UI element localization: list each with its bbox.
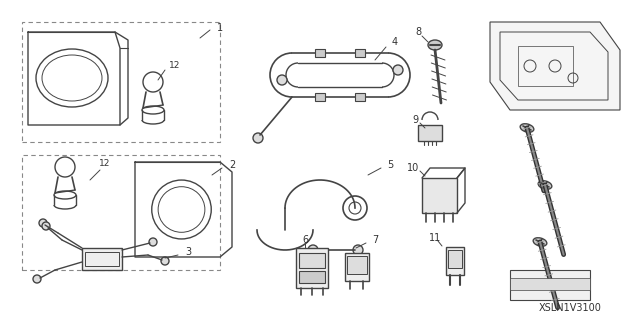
Circle shape <box>308 245 318 255</box>
Text: 10: 10 <box>407 163 419 173</box>
Bar <box>446 247 464 275</box>
Bar <box>355 49 365 57</box>
Polygon shape <box>510 270 590 300</box>
Bar <box>22 22 220 142</box>
Bar <box>418 125 442 141</box>
Ellipse shape <box>428 40 442 50</box>
Bar <box>355 93 365 101</box>
Ellipse shape <box>533 238 547 246</box>
Text: 8: 8 <box>415 27 421 37</box>
Ellipse shape <box>520 124 534 132</box>
Text: 12: 12 <box>170 61 180 70</box>
Bar <box>510 278 590 290</box>
Polygon shape <box>490 22 620 110</box>
Circle shape <box>39 219 47 227</box>
Bar <box>296 248 328 288</box>
Text: 9: 9 <box>412 115 418 125</box>
Circle shape <box>393 65 403 75</box>
Circle shape <box>149 238 157 246</box>
Bar <box>85 252 119 266</box>
Bar <box>82 248 122 270</box>
Text: 4: 4 <box>392 37 398 47</box>
Bar <box>422 178 457 213</box>
Circle shape <box>253 133 263 143</box>
Bar <box>315 93 325 101</box>
Text: 11: 11 <box>429 233 441 243</box>
Text: 3: 3 <box>185 247 191 257</box>
Bar <box>345 253 369 281</box>
Circle shape <box>277 75 287 85</box>
Bar <box>22 155 220 270</box>
Text: 12: 12 <box>99 159 111 167</box>
Circle shape <box>161 257 169 265</box>
Bar <box>518 46 573 86</box>
Circle shape <box>353 245 363 255</box>
Text: 6: 6 <box>302 235 308 245</box>
Bar <box>315 49 325 57</box>
Circle shape <box>42 222 50 230</box>
Ellipse shape <box>538 181 552 189</box>
Bar <box>299 271 325 283</box>
Bar <box>347 256 367 274</box>
Text: 7: 7 <box>372 235 378 245</box>
Text: XSLN1V3100: XSLN1V3100 <box>539 303 602 313</box>
Circle shape <box>33 275 41 283</box>
Text: 1: 1 <box>217 23 223 33</box>
Bar <box>448 250 462 268</box>
Text: 2: 2 <box>229 160 235 170</box>
Text: 5: 5 <box>387 160 393 170</box>
Bar <box>299 253 325 268</box>
